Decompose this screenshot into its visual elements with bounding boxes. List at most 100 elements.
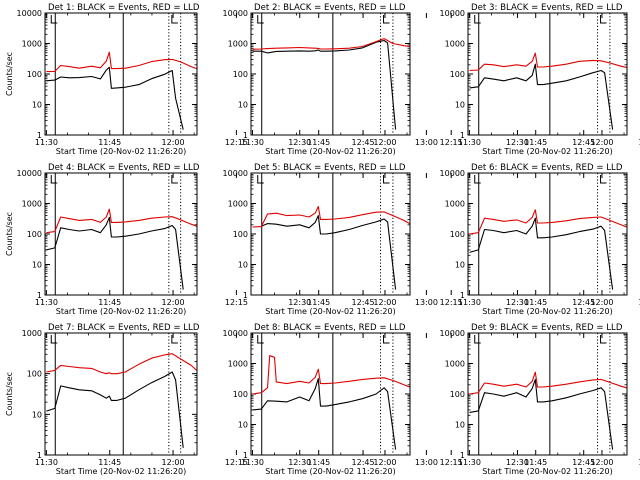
- detector-panels: Det 1: BLACK = Events, RED = LLD 1 10 100 10…: [5, 3, 640, 476]
- series-line-events: [46, 66, 184, 130]
- x-tick-label: 11:30: [241, 458, 264, 467]
- y-tick-label: 10000: [223, 169, 248, 178]
- y-tick-label: 10: [32, 410, 42, 419]
- y-tick-label: 1000: [228, 200, 248, 209]
- x-tick-label: 12:15: [225, 458, 248, 467]
- y-tick-label: 10000: [17, 169, 42, 178]
- x-tick-label: 12:00: [590, 138, 613, 147]
- x-tick-label: 12:30: [288, 298, 311, 307]
- plot-frame: [467, 172, 628, 296]
- x-axis-label: Start Time (20-Nov-02 11:26:20): [265, 467, 395, 476]
- x-tick-label: 12:45: [572, 298, 595, 307]
- panel-det-9: Det 9: BLACK = Events, RED = LLD 1 10 100 10…: [440, 323, 628, 476]
- series-line-events: [252, 378, 397, 450]
- interval-bracket: [474, 335, 481, 344]
- x-tick-label: 11:30: [35, 138, 58, 147]
- panel-det-5: Det 5: BLACK = Events, RED = LLD 1 10 100 10…: [223, 163, 640, 316]
- x-tick-label: 11:30: [241, 138, 264, 147]
- y-tick-label: 1000: [22, 200, 42, 209]
- series-line-lld: [252, 205, 410, 228]
- panel-det-3: Det 3: BLACK = Events, RED = LLD 1 10 100 10…: [440, 3, 628, 156]
- series-line-events: [469, 217, 614, 290]
- series-line-lld: [46, 51, 197, 73]
- x-axis-label: Start Time (20-Nov-02 11:26:20): [265, 307, 395, 316]
- plot-frame: [44, 12, 198, 136]
- x-tick-label: 12:15: [440, 138, 463, 147]
- panel-title: Det 2: BLACK = Events, RED = LLD: [254, 3, 406, 13]
- x-tick-label: 12:00: [373, 458, 396, 467]
- x-tick-label: 12:30: [506, 458, 529, 467]
- y-tick-label: 10: [238, 421, 248, 430]
- x-tick-label: 11:45: [307, 138, 330, 147]
- x-tick-label: 12:00: [162, 298, 185, 307]
- panel-title: Det 3: BLACK = Events, RED = LLD: [471, 3, 623, 13]
- panel-title: Det 4: BLACK = Events, RED = LLD: [48, 163, 200, 173]
- x-tick-label: 12:15: [440, 458, 463, 467]
- x-tick-label: 11:30: [458, 138, 481, 147]
- x-tick-label: 12:30: [288, 458, 311, 467]
- y-tick-label: 1: [460, 131, 465, 140]
- panel-title: Det 9: BLACK = Events, RED = LLD: [471, 323, 623, 333]
- interval-bracket: [50, 175, 58, 184]
- x-axis-label: Start Time (20-Nov-02 11:26:20): [482, 307, 612, 316]
- x-tick-label: 12:45: [572, 458, 595, 467]
- panel-title: Det 7: BLACK = Events, RED = LLD: [48, 323, 200, 333]
- x-tick-label: 13:00: [638, 298, 640, 307]
- interval-bracket: [383, 15, 390, 24]
- x-tick-label: 13:00: [415, 298, 438, 307]
- interval-bracket: [171, 175, 178, 184]
- y-tick-label: 10: [238, 261, 248, 270]
- y-tick-label: 1000: [445, 200, 465, 209]
- x-tick-label: 11:45: [98, 298, 121, 307]
- interval-bracket: [171, 335, 178, 344]
- x-tick-label: 12:00: [373, 138, 396, 147]
- interval-bracket: [474, 175, 481, 184]
- y-tick-label: 1000: [22, 329, 42, 338]
- panel-title: Det 8: BLACK = Events, RED = LLD: [254, 323, 406, 333]
- panel-det-8: Det 8: BLACK = Events, RED = LLD 1 10 100 10…: [223, 323, 640, 476]
- series-line-events: [46, 216, 184, 290]
- plot-frame: [467, 12, 628, 136]
- y-tick-label: 100: [233, 230, 248, 239]
- y-tick-label: 100: [27, 370, 42, 379]
- interval-bracket: [257, 335, 264, 344]
- x-tick-label: 12:30: [506, 298, 529, 307]
- x-tick-label: 12:30: [506, 138, 529, 147]
- panel-det-4: Det 4: BLACK = Events, RED = LLD 1 10 100 10…: [5, 163, 438, 316]
- y-tick-label: 1: [243, 451, 248, 460]
- interval-bracket: [257, 15, 264, 24]
- y-tick-label: 10: [455, 101, 465, 110]
- x-tick-label: 11:45: [98, 138, 121, 147]
- y-tick-label: 1000: [228, 360, 248, 369]
- series-line-lld: [252, 355, 410, 395]
- x-tick-label: 12:00: [162, 458, 185, 467]
- y-tick-label: 1: [37, 291, 42, 300]
- y-tick-label: 10000: [223, 329, 248, 338]
- panel-title: Det 5: BLACK = Events, RED = LLD: [254, 163, 406, 173]
- x-tick-label: 11:30: [458, 458, 481, 467]
- y-tick-label: 100: [450, 70, 465, 79]
- series-line-events: [469, 63, 614, 130]
- y-tick-label: 1000: [445, 360, 465, 369]
- x-tick-label: 12:45: [352, 298, 375, 307]
- x-tick-label: 11:45: [524, 138, 547, 147]
- y-tick-label: 100: [27, 230, 42, 239]
- y-tick-label: 10000: [440, 169, 465, 178]
- interval-bracket: [171, 15, 178, 24]
- y-tick-label: 100: [450, 230, 465, 239]
- y-tick-label: 10: [32, 101, 42, 110]
- interval-bracket: [383, 175, 390, 184]
- plot-frame: [250, 332, 411, 456]
- plot-frame: [467, 332, 628, 456]
- plot-frame: [250, 172, 411, 296]
- y-tick-label: 10: [455, 261, 465, 270]
- panel-det-2: Det 2: BLACK = Events, RED = LLD 1 10 100 10…: [223, 3, 640, 156]
- series-line-lld: [469, 209, 627, 235]
- y-tick-label: 1: [243, 131, 248, 140]
- series-line-lld: [252, 38, 410, 50]
- y-tick-label: 100: [233, 390, 248, 399]
- y-tick-label: 10: [32, 261, 42, 270]
- y-axis-label: Counts/sec: [5, 212, 14, 256]
- x-tick-label: 12:00: [590, 458, 613, 467]
- panel-det-6: Det 6: BLACK = Events, RED = LLD 1 10 100 10…: [440, 163, 628, 316]
